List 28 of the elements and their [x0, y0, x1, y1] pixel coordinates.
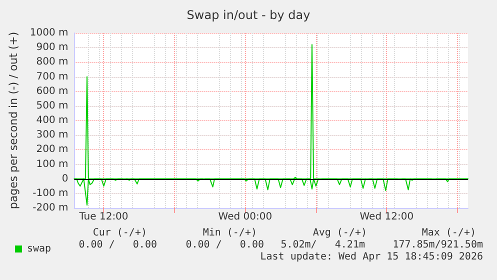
chart-title: Swap in/out - by day [186, 8, 310, 22]
y-tick-label: 600 m [36, 86, 68, 97]
text: Last update: Wed Apr 15 18:45:09 2026 [260, 252, 483, 262]
text: Min (-/+) [202, 228, 257, 238]
y-tick-label: 0 [62, 173, 68, 184]
y-tick-label: 400 m [36, 115, 68, 126]
y-axis-title: pages per second in (-) / out (+) [7, 32, 20, 210]
y-tick-label: -100 m [32, 188, 68, 199]
x-tick-label: Wed 12:00 [360, 212, 414, 222]
y-tick-label: 900 m [36, 42, 68, 54]
legend-label: swap [27, 244, 52, 254]
y-tick-label: 1000 m [30, 28, 68, 38]
y-tick-label: -200 m [32, 202, 68, 214]
y-tick-label: 500 m [36, 100, 68, 112]
text: 0.00 / 0.00 [186, 240, 264, 250]
text: 5.02m/ 4.21m [280, 240, 365, 250]
y-tick-label: 100 m [36, 158, 68, 170]
y-tick-label: 300 m [36, 130, 68, 141]
text: Cur (-/+) [92, 228, 147, 238]
x-tick-label: Tue 12:00 [78, 212, 128, 222]
y-tick-label: 700 m [36, 71, 68, 82]
text: Avg (-/+) [312, 228, 367, 238]
x-tick-label: Wed 00:00 [218, 212, 272, 222]
text: 177.85m/921.50m [392, 240, 483, 250]
text: Max (-/+) [422, 228, 476, 238]
text: 0.00 / 0.00 [78, 240, 157, 250]
y-tick-label: 200 m [36, 144, 68, 156]
y-tick-label: 800 m [36, 56, 68, 68]
